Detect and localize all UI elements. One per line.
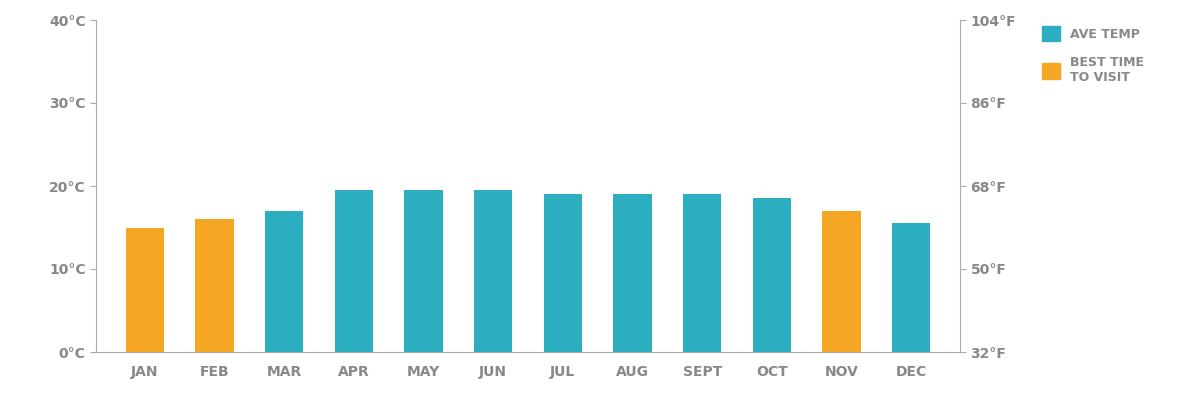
Bar xyxy=(265,211,304,352)
Bar xyxy=(335,190,373,352)
Bar xyxy=(613,194,652,352)
Legend: AVE TEMP, BEST TIME
TO VISIT: AVE TEMP, BEST TIME TO VISIT xyxy=(1036,20,1151,90)
Bar xyxy=(126,228,164,352)
Bar xyxy=(474,190,512,352)
Bar xyxy=(752,198,791,352)
Bar xyxy=(196,219,234,352)
Bar xyxy=(404,190,443,352)
Bar xyxy=(892,223,930,352)
Bar xyxy=(822,211,860,352)
Bar xyxy=(683,194,721,352)
Bar xyxy=(544,194,582,352)
